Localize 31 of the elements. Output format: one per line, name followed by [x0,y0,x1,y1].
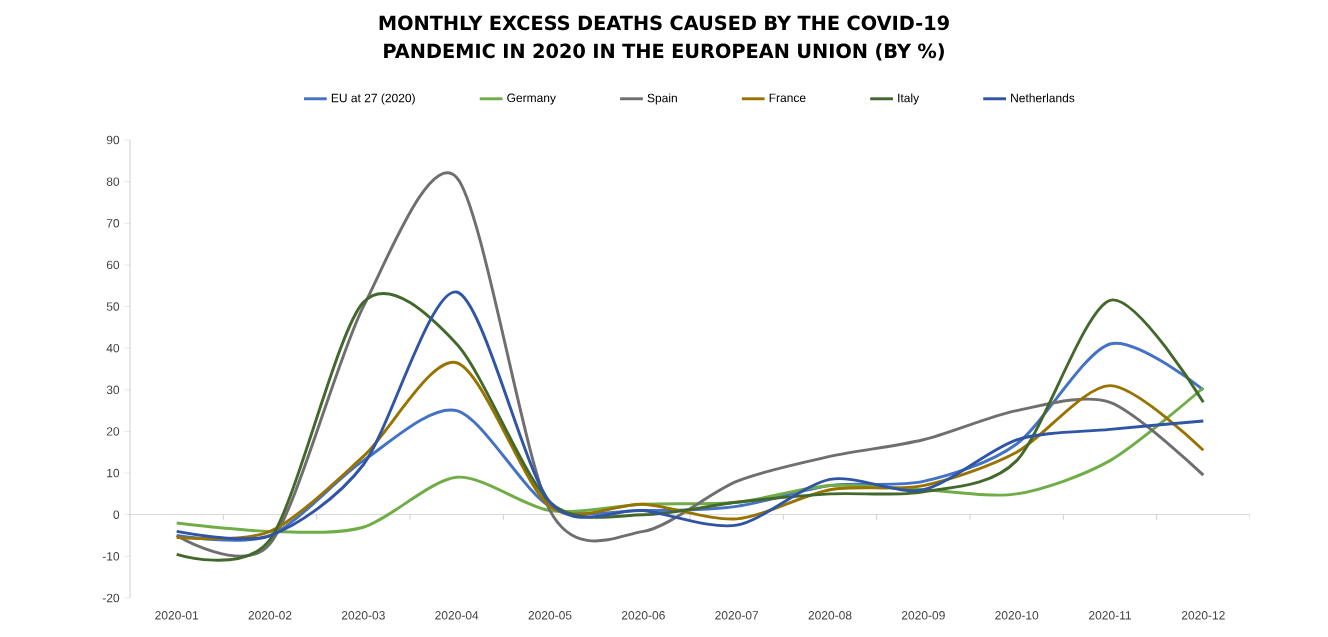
x-tick-label: 2020-08 [808,611,852,620]
legend-label: France [769,93,806,103]
y-tick-label: 60 [106,260,120,270]
y-tick-label: 80 [106,177,120,186]
y-tick-label: 40 [106,343,120,353]
x-tick-label: 2020-11 [1089,611,1131,620]
legend-label: EU at 27 (2020) [331,93,415,105]
y-tick-label: 10 [107,468,120,478]
y-tick-label: 20 [106,427,120,436]
x-tick-label: 2020-10 [995,611,1039,620]
legend-label: Italy [898,93,920,105]
y-tick-label: -20 [102,593,120,603]
x-tick-label: 2020-01 [155,611,199,620]
y-tick-label: 50 [106,302,120,311]
y-tick-label: 30 [106,385,120,395]
legend-label: Netherlands [1011,93,1075,103]
x-tick-label: 2020-03 [341,611,385,620]
x-tick-label: 2020-09 [901,611,945,620]
x-tick-label: 2020-02 [248,611,292,620]
y-tick-label: 90 [106,135,120,145]
legend-label: Spain [647,93,677,105]
x-tick-label: 2020-12 [1181,611,1225,620]
x-tick-label: 2020-07 [715,611,759,620]
chart-title: MONTHLY EXCESS DEATHS CAUSED BY THE COVID-19 PANDEMIC IN 2020 IN THE EUROPEAN UNION (BY %) [379,15,949,61]
y-tick-label: -10 [102,552,120,561]
y-tick-label: 70 [106,219,120,228]
x-tick-label: 2020-05 [528,611,572,620]
y-tick-label: 0 [113,510,120,519]
x-tick-label: 2020-06 [621,611,665,620]
x-tick-label: 2020-04 [435,611,479,620]
legend-label: Germany [507,93,556,105]
